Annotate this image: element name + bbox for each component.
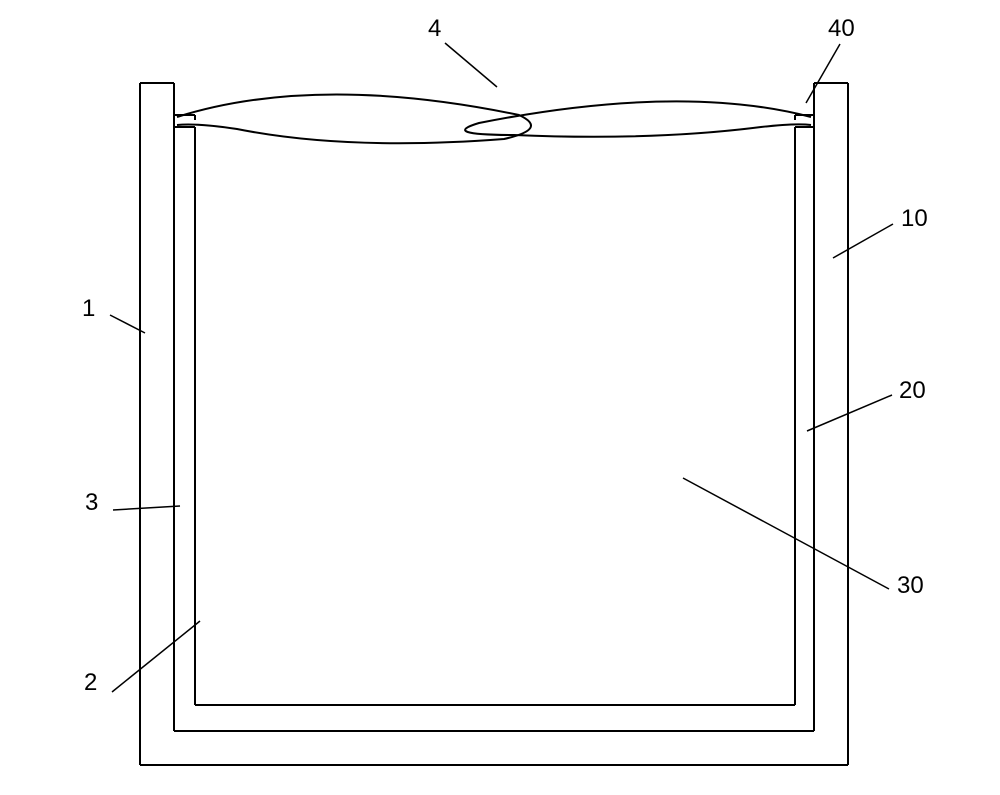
leader-lines (110, 43, 893, 692)
label-2: 2 (84, 669, 97, 697)
label-3: 3 (85, 489, 98, 517)
label-20: 20 (899, 377, 926, 405)
label-40: 40 (828, 15, 855, 43)
handle-lid (177, 94, 811, 143)
label-1: 1 (82, 295, 95, 323)
label-10: 10 (901, 205, 928, 233)
technical-diagram (0, 0, 1000, 795)
inner-container (174, 115, 814, 705)
label-4: 4 (428, 15, 441, 43)
label-30: 30 (897, 572, 924, 600)
outer-container (140, 83, 848, 765)
